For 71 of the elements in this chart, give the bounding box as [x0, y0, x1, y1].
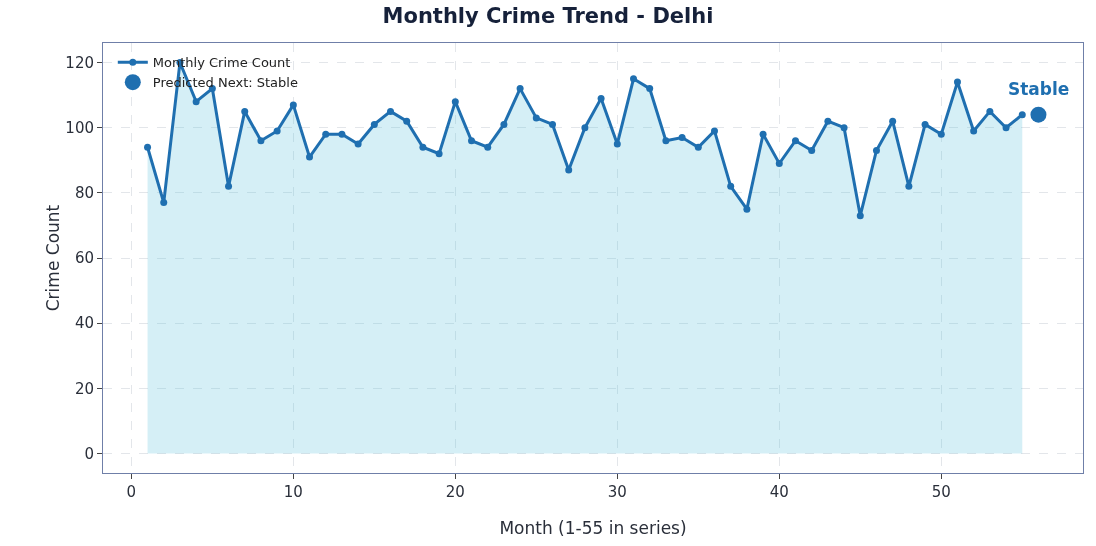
point — [289, 101, 297, 109]
point — [694, 143, 702, 151]
point — [889, 117, 897, 125]
point — [921, 120, 929, 128]
x-tick-label: 10 — [283, 483, 303, 501]
point — [419, 143, 427, 151]
point — [662, 137, 670, 145]
point — [516, 85, 524, 93]
point — [775, 160, 783, 168]
point — [451, 98, 459, 106]
x-tick-label: 40 — [769, 483, 789, 501]
point — [549, 120, 556, 128]
point — [970, 127, 978, 135]
point — [905, 182, 913, 190]
point — [791, 137, 799, 145]
y-tick-label: 0 — [84, 444, 94, 463]
point — [532, 114, 540, 122]
point — [1018, 111, 1026, 119]
x-tick-label: 20 — [445, 483, 465, 501]
point — [387, 107, 395, 115]
x-tick-label: 0 — [126, 483, 137, 501]
point — [581, 124, 589, 132]
point — [484, 143, 492, 151]
point — [824, 117, 832, 125]
y-axis-title: Crime Count — [43, 204, 63, 312]
point — [759, 130, 767, 138]
point — [354, 140, 362, 148]
point — [306, 153, 314, 161]
chart-title: Monthly Crime Trend - Delhi — [382, 3, 714, 28]
point — [322, 130, 330, 138]
point — [743, 205, 751, 213]
point — [1002, 124, 1010, 132]
point — [370, 120, 378, 128]
y-tick-label: 120 — [65, 53, 94, 72]
point — [241, 107, 249, 115]
y-tick-label: 20 — [74, 379, 94, 398]
x-tick-label: 50 — [931, 483, 951, 501]
point — [338, 130, 346, 138]
point — [937, 130, 945, 138]
annotation: Stable — [1008, 79, 1070, 99]
point — [646, 85, 654, 93]
y-tick-label: 40 — [74, 314, 94, 333]
point — [225, 182, 233, 190]
point — [727, 182, 735, 190]
point — [1030, 106, 1047, 123]
point — [500, 120, 508, 128]
point — [565, 166, 573, 174]
point — [840, 124, 848, 132]
x-axis-title: Month (1-55 in series) — [499, 518, 687, 538]
point — [192, 98, 200, 106]
y-tick-label: 100 — [65, 118, 94, 137]
point — [986, 107, 994, 115]
point — [678, 133, 686, 141]
point — [597, 94, 605, 102]
y-tick-label: 80 — [74, 184, 94, 203]
x-tick-label: 30 — [607, 483, 627, 501]
point — [630, 75, 637, 83]
point — [144, 143, 152, 151]
point — [403, 117, 411, 125]
y-tick-label: 60 — [74, 249, 94, 268]
point — [856, 212, 864, 220]
point — [273, 127, 281, 135]
point — [710, 127, 718, 135]
point — [872, 147, 880, 154]
point — [257, 137, 265, 145]
point — [808, 147, 816, 154]
point — [613, 140, 621, 148]
point — [953, 78, 961, 86]
point — [160, 199, 168, 207]
point — [468, 137, 476, 145]
point — [435, 150, 443, 158]
